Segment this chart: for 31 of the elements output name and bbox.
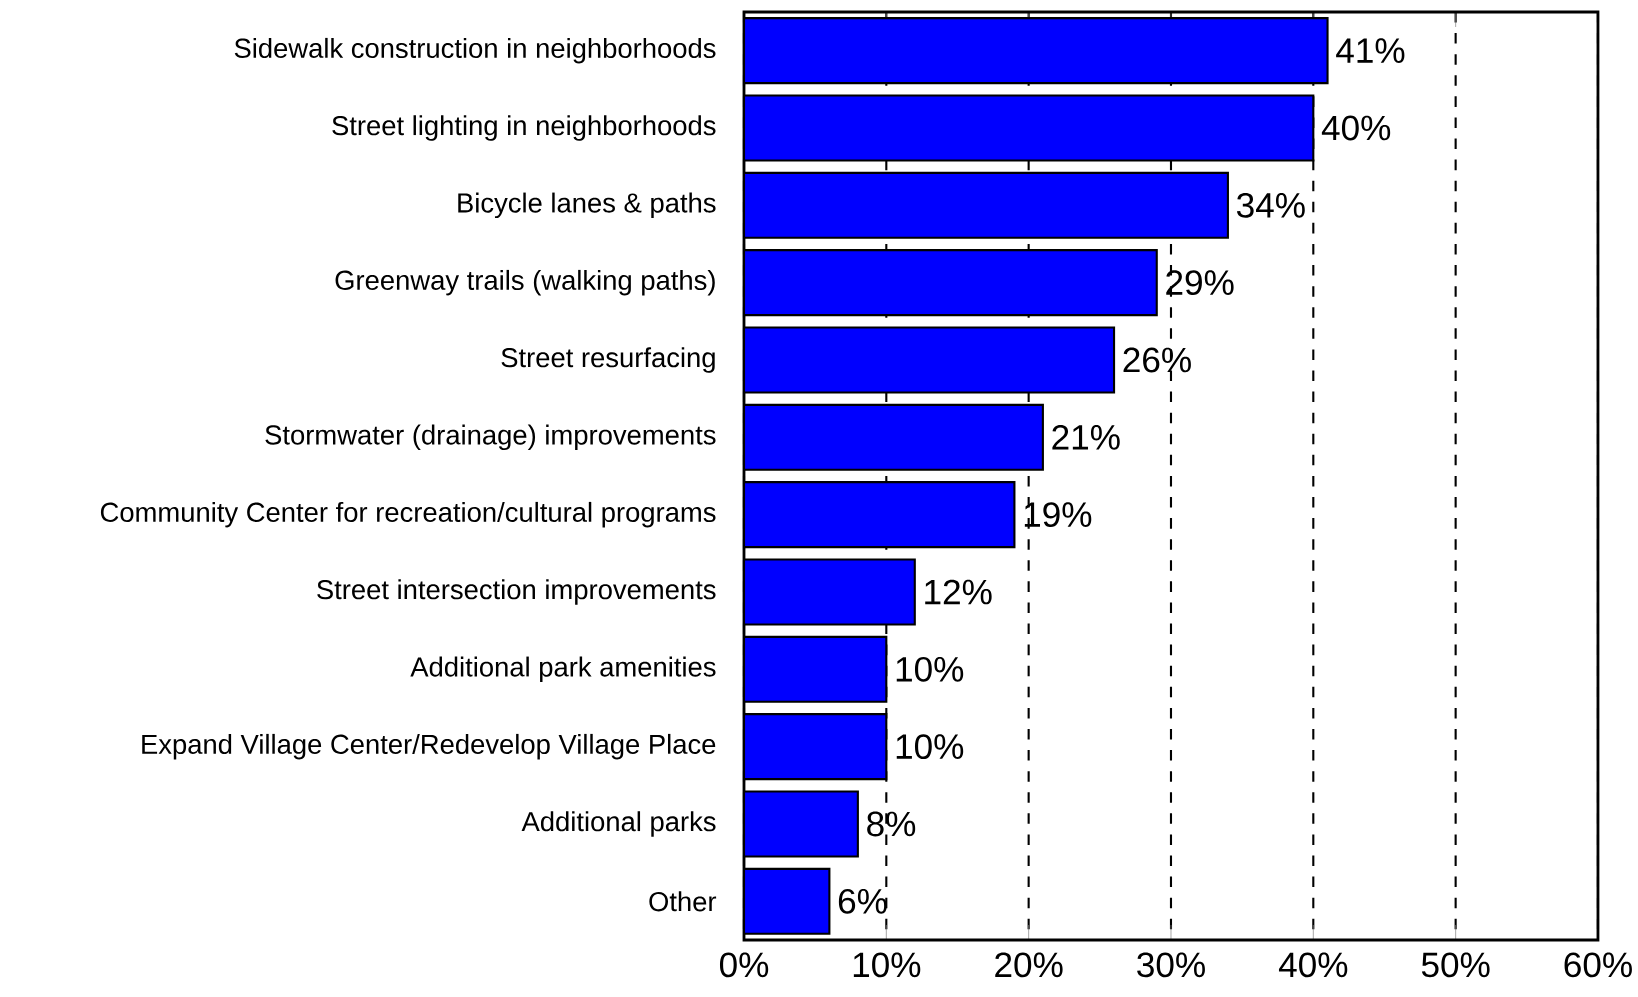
- data-label: 8%: [867, 811, 916, 837]
- x-tick-label: 40%: [1278, 952, 1348, 978]
- data-label: 19%: [1024, 502, 1092, 528]
- data-label: 41%: [1336, 38, 1405, 63]
- y-tick-label: Street lighting in neighborhoods: [332, 115, 716, 141]
- y-tick-label: Bicycle lanes & paths: [458, 192, 716, 219]
- data-label: 34%: [1236, 192, 1305, 218]
- data-label: 21%: [1052, 424, 1120, 450]
- y-tick-label: Additional park amenities: [410, 656, 716, 683]
- data-label: 10%: [896, 734, 964, 760]
- y-tick-label: Street resurfacing: [501, 347, 715, 373]
- x-tick-label: 10%: [853, 952, 921, 978]
- y-tick-label: Stormwater (drainage) improvements: [265, 424, 716, 451]
- data-label: 10%: [896, 656, 964, 682]
- x-tick-label: 30%: [1137, 952, 1205, 978]
- y-tick-label: Community Center for recreation/cultural programs: [100, 501, 716, 528]
- x-tick-label: 50%: [1421, 952, 1490, 978]
- y-tick-label: Street intersection improvements: [317, 579, 716, 605]
- y-tick-label: Expand Village Center/Redevelop Village Place: [142, 733, 716, 760]
- data-label: 6%: [838, 888, 887, 914]
- y-tick-label: Greenway trails (walking paths): [335, 269, 715, 296]
- x-tick-label: 20%: [995, 952, 1063, 978]
- y-tick-label: Other: [649, 891, 717, 912]
- y-tick-label: Sidewalk construction in neighborhoods: [234, 37, 716, 64]
- x-tick-label: 0%: [719, 952, 769, 978]
- data-label: 12%: [925, 579, 992, 605]
- x-tick-label: 60%: [1564, 952, 1632, 978]
- y-tick-label: Additional parks: [521, 811, 716, 837]
- data-label: 26%: [1123, 347, 1191, 373]
- data-label: 40%: [1321, 115, 1391, 141]
- data-label: 29%: [1166, 270, 1234, 296]
